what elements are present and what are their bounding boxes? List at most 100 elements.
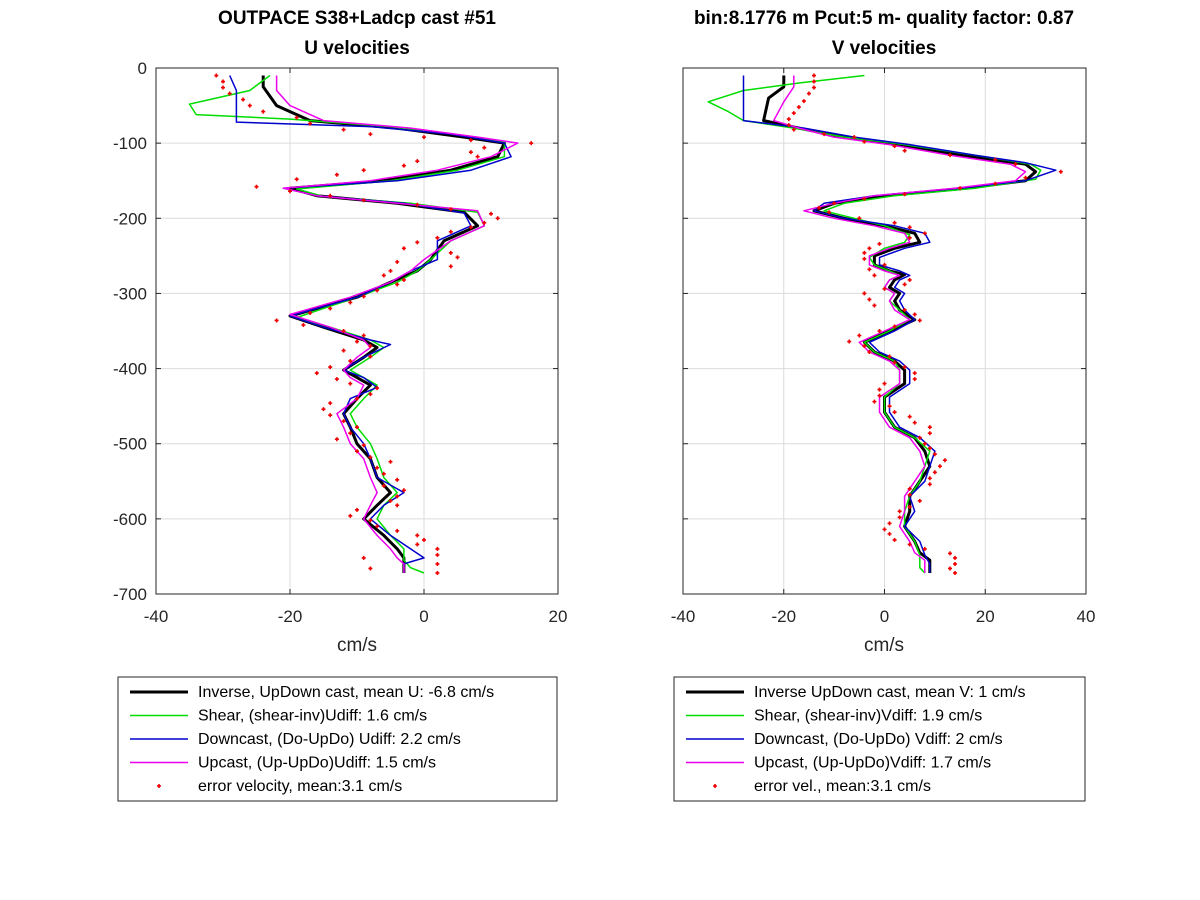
error-velocity-point	[993, 157, 998, 162]
error-velocity-point	[355, 507, 359, 512]
x-tick-label: -40	[671, 607, 696, 626]
u-legend: Inverse, UpDown cast, mean U: -6.8 cm/s S…	[130, 684, 494, 795]
error-velocity-point	[395, 477, 400, 482]
error-velocity-point	[368, 455, 373, 460]
error-velocity-point	[401, 488, 406, 493]
error-velocity-point	[328, 306, 333, 311]
error-velocity-point	[922, 441, 927, 446]
y-tick-label: -100	[113, 134, 147, 153]
error-velocity-point	[907, 225, 912, 230]
error-velocity-point	[947, 551, 952, 556]
error-velocity-point	[334, 377, 339, 382]
error-velocity-point	[448, 250, 453, 255]
legend-entry-label: error velocity, mean:3.1 cm/s	[198, 778, 402, 795]
error-velocity-point	[395, 259, 400, 264]
error-velocity-point	[368, 132, 373, 137]
error-velocity-point	[489, 211, 493, 216]
error-velocity-point	[415, 202, 420, 207]
error-velocity-point	[827, 210, 832, 215]
error-velocity-point	[294, 115, 299, 120]
error-velocity-point	[1013, 162, 1018, 167]
error-velocity-point	[937, 464, 942, 469]
error-velocity-point	[882, 262, 887, 267]
error-velocity-point	[867, 297, 872, 302]
error-velocity-point	[897, 515, 902, 520]
error-velocity-point	[415, 240, 420, 245]
error-velocity-point	[381, 483, 386, 488]
error-velocity-point	[811, 73, 816, 78]
error-velocity-point	[348, 513, 353, 518]
error-velocity-point	[294, 177, 299, 182]
error-velocity-point	[341, 329, 346, 333]
v-x-axis-label: cm/s	[864, 635, 904, 656]
x-tick-label: 20	[549, 607, 568, 626]
error-velocity-point	[314, 371, 319, 376]
error-velocity-point	[422, 537, 426, 542]
x-tick-label: -20	[278, 607, 303, 626]
error-velocity-point	[892, 324, 897, 329]
error-velocity-point	[468, 150, 473, 155]
error-velocity-point	[1058, 169, 1063, 174]
v-series-line-2	[742, 75, 1057, 573]
error-velocity-point	[953, 555, 958, 560]
legend-entry-label: error vel., mean:3.1 cm/s	[754, 778, 931, 795]
error-velocity-point	[877, 387, 882, 392]
legend-entry-label: Upcast, (Up-UpDo)Udiff: 1.5 cm/s	[198, 755, 436, 772]
error-velocity-point	[361, 168, 366, 173]
error-velocity-point	[902, 282, 907, 287]
legend-entry-label: Downcast, (Do-UpDo) Vdiff: 2 cm/s	[754, 731, 1003, 748]
u-series-line-3	[275, 75, 519, 573]
error-velocity-point	[892, 220, 897, 225]
error-velocity-point	[927, 476, 932, 481]
error-velocity-point	[361, 294, 366, 299]
legend-marker-swatch	[713, 784, 717, 788]
error-velocity-point	[348, 300, 353, 305]
u-chart-title: OUTPACE S38+Ladcp cast #51	[218, 8, 496, 29]
error-velocity-point	[308, 121, 313, 126]
error-velocity-point	[912, 371, 917, 376]
error-velocity-point	[867, 246, 872, 251]
error-velocity-point	[361, 333, 366, 338]
error-velocity-point	[892, 410, 897, 415]
error-velocity-point	[947, 566, 952, 571]
error-velocity-point	[368, 344, 373, 349]
u-chart-subtitle: U velocities	[304, 38, 410, 59]
error-velocity-point	[435, 561, 440, 566]
error-velocity-point	[887, 521, 892, 526]
error-velocity-point	[917, 318, 922, 323]
error-velocity-point	[381, 273, 386, 278]
error-velocity-point	[922, 546, 927, 551]
error-velocity-point	[381, 471, 386, 476]
error-velocity-point	[368, 392, 373, 397]
error-velocity-point	[786, 123, 791, 128]
error-velocity-point	[368, 566, 373, 571]
error-velocity-point	[475, 154, 480, 159]
error-velocity-point	[375, 288, 380, 293]
u-plot-frame	[155, 67, 559, 595]
error-velocity-point	[355, 425, 359, 430]
error-velocity-point	[902, 365, 907, 370]
error-velocity-point	[395, 494, 400, 499]
error-velocity-point	[328, 193, 333, 198]
error-velocity-point	[811, 79, 816, 84]
error-velocity-point	[341, 419, 346, 424]
y-tick-label: -400	[113, 360, 147, 379]
error-velocity-point	[435, 552, 440, 557]
error-velocity-point	[912, 420, 917, 425]
error-velocity-point	[811, 85, 816, 90]
error-velocity-point	[448, 229, 453, 234]
error-velocity-point	[857, 216, 862, 221]
error-velocity-point	[395, 282, 400, 287]
error-velocity-point	[448, 207, 453, 212]
error-velocity-point	[953, 570, 958, 575]
error-velocity-point	[401, 163, 406, 168]
error-velocity-point	[857, 333, 862, 338]
error-velocity-point	[308, 310, 313, 315]
error-velocity-point	[872, 303, 877, 308]
error-velocity-point	[907, 414, 912, 419]
x-tick-label: -40	[144, 607, 169, 626]
error-velocity-point	[254, 184, 259, 189]
error-velocity-point	[907, 486, 912, 491]
error-velocity-point	[902, 307, 907, 312]
